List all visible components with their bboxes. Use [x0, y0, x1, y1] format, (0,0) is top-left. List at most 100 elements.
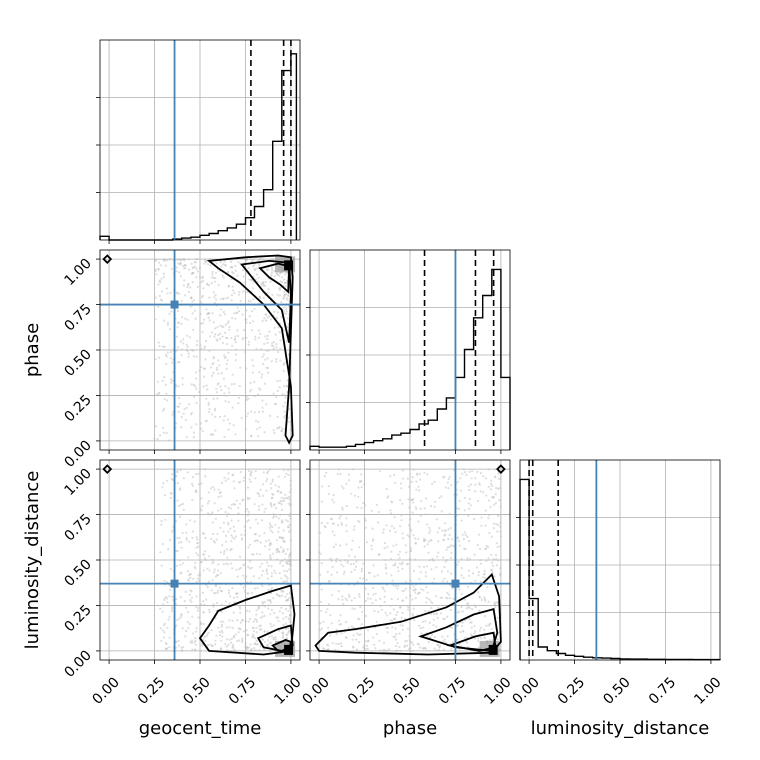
scatter-point	[498, 487, 501, 490]
scatter-point	[244, 510, 247, 513]
x-axis-label-phase: phase	[383, 718, 437, 739]
scatter-point	[157, 341, 160, 344]
scatter-point	[383, 590, 386, 593]
scatter-point	[168, 584, 171, 587]
scatter-point	[195, 267, 198, 270]
scatter-point	[281, 559, 284, 562]
scatter-point	[494, 502, 497, 505]
scatter-point	[238, 290, 241, 294]
scatter-point	[245, 259, 248, 262]
x-tick-label: 1.00	[691, 674, 724, 707]
scatter-point	[269, 280, 272, 283]
scatter-point	[475, 566, 479, 569]
scatter-point	[191, 641, 194, 644]
scatter-point	[196, 340, 199, 343]
scatter-point	[499, 572, 502, 575]
scatter-point	[194, 561, 197, 564]
scatter-point	[278, 572, 281, 575]
scatter-point	[288, 613, 291, 617]
scatter-point	[409, 579, 412, 582]
scatter-point	[211, 433, 214, 436]
scatter-point	[416, 642, 419, 645]
scatter-point	[178, 541, 181, 544]
scatter-point	[484, 477, 487, 480]
scatter-point	[219, 572, 223, 575]
scatter-point	[495, 542, 498, 545]
scatter-point	[289, 503, 292, 506]
scatter-point	[224, 336, 228, 339]
scatter-point	[186, 349, 189, 352]
scatter-point	[255, 609, 258, 612]
scatter-point	[277, 326, 280, 329]
scatter-point	[477, 637, 480, 640]
scatter-point	[195, 552, 198, 555]
scatter-point	[289, 539, 292, 542]
scatter-point	[448, 597, 452, 600]
scatter-point	[208, 349, 211, 352]
x-tick-label: 0.00	[509, 674, 542, 707]
scatter-point	[223, 476, 226, 479]
scatter-point	[248, 543, 252, 546]
scatter-point	[157, 268, 160, 271]
scatter-point	[265, 403, 268, 406]
scatter-point	[240, 538, 243, 541]
scatter-point	[265, 480, 268, 483]
scatter-point	[223, 550, 226, 553]
scatter-point	[267, 539, 270, 542]
scatter-point	[243, 476, 246, 479]
scatter-point	[279, 339, 282, 342]
scatter-point	[466, 559, 469, 562]
scatter-point	[275, 395, 278, 399]
scatter-point	[232, 272, 235, 275]
scatter-point	[196, 542, 199, 545]
scatter-point	[485, 624, 488, 627]
scatter-point	[169, 258, 172, 261]
scatter-point	[364, 504, 367, 507]
scatter-point	[171, 595, 174, 598]
scatter-point	[287, 473, 290, 477]
scatter-point	[228, 602, 231, 605]
scatter-point	[460, 605, 463, 609]
scatter-point	[231, 406, 234, 409]
scatter-point	[185, 343, 188, 346]
scatter-point	[214, 591, 217, 595]
scatter-point	[409, 549, 412, 553]
scatter-point	[192, 632, 195, 635]
scatter-point	[460, 567, 463, 570]
scatter-point	[385, 572, 388, 575]
scatter-point	[269, 557, 272, 560]
scatter-point	[224, 264, 227, 267]
scatter-point	[320, 609, 323, 612]
scatter-point	[169, 357, 172, 360]
scatter-point	[334, 543, 337, 546]
scatter-point	[176, 405, 179, 408]
scatter-point	[227, 592, 230, 595]
scatter-point	[390, 525, 393, 528]
scatter-point	[205, 635, 208, 638]
scatter-point	[234, 359, 237, 362]
scatter-point	[431, 482, 434, 485]
x-axis-label-geocent_time: geocent_time	[139, 718, 262, 739]
scatter-point	[160, 277, 163, 280]
scatter-point	[269, 529, 272, 532]
scatter-point	[202, 622, 205, 626]
scatter-point	[353, 597, 356, 600]
scatter-point	[189, 641, 192, 644]
scatter-point	[215, 391, 219, 394]
contour-line	[206, 254, 294, 445]
scatter-point	[448, 545, 452, 548]
scatter-point	[282, 369, 285, 373]
contour-line	[271, 639, 292, 652]
scatter-point	[162, 482, 165, 485]
scatter-point	[426, 591, 429, 594]
scatter-point	[468, 488, 471, 492]
scatter-point	[194, 371, 198, 374]
scatter-point	[443, 534, 446, 537]
scatter-point	[468, 497, 471, 501]
scatter-point	[155, 393, 159, 396]
scatter-point	[247, 343, 250, 346]
scatter-point	[445, 596, 448, 599]
scatter-point	[271, 525, 274, 529]
scatter-point	[352, 528, 356, 531]
scatter-point	[287, 526, 290, 529]
